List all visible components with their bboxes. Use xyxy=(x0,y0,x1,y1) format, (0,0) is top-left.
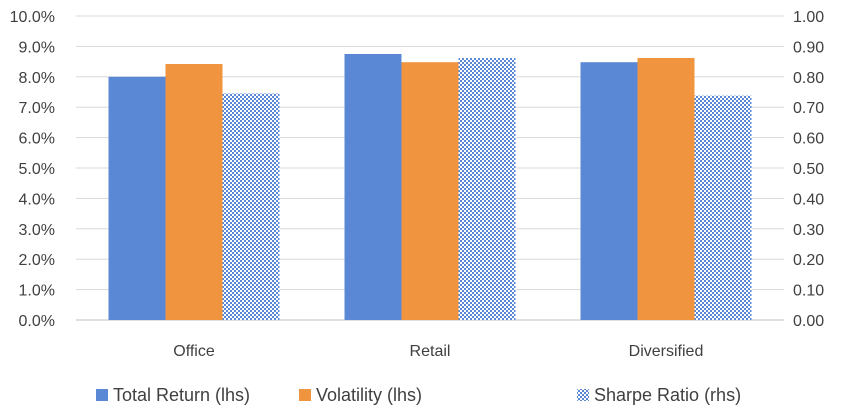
left-tick-label: 4.0% xyxy=(19,191,55,208)
right-tick-label: 0.20 xyxy=(793,252,824,269)
category-label: Diversified xyxy=(629,343,704,360)
bar-sharpe-office xyxy=(222,93,280,321)
right-tick-label: 0.50 xyxy=(793,161,824,178)
right-tick-label: 0.00 xyxy=(793,313,824,330)
left-tick-label: 3.0% xyxy=(19,222,55,239)
right-tick-label: 0.60 xyxy=(793,131,824,148)
bar-sharpe-retail xyxy=(458,57,516,321)
bar-total-retail xyxy=(344,54,402,320)
left-tick-label: 8.0% xyxy=(19,70,55,87)
legend-swatch xyxy=(577,389,589,401)
left-tick-label: 5.0% xyxy=(19,161,55,178)
right-tick-label: 1.00 xyxy=(793,9,824,26)
legend-label: Sharpe Ratio (rhs) xyxy=(594,385,741,405)
legend-swatch xyxy=(299,389,311,401)
bar-total-office xyxy=(108,76,166,320)
bar-volatility-diversified xyxy=(637,57,695,321)
right-axis-ticks: 0.00 0.10 0.20 0.30 0.40 0.50 0.60 0.70 0.80 0.90… xyxy=(793,9,824,330)
category-label: Office xyxy=(173,343,215,360)
legend-swatch xyxy=(96,389,108,401)
left-tick-label: 6.0% xyxy=(19,131,55,148)
bar-volatility-office xyxy=(165,64,223,320)
left-tick-label: 9.0% xyxy=(19,39,55,56)
bar-sharpe-diversified xyxy=(694,95,752,320)
right-tick-label: 0.90 xyxy=(793,39,824,56)
category-axis-labels: Office Retail Diversified xyxy=(173,343,703,360)
left-tick-label: 0.0% xyxy=(19,313,55,330)
category-label: Retail xyxy=(410,343,451,360)
bars xyxy=(108,54,752,321)
right-tick-label: 0.30 xyxy=(793,222,824,239)
bar-volatility-retail xyxy=(401,62,459,320)
left-tick-label: 1.0% xyxy=(19,283,55,300)
legend: Total Return (lhs) Volatility (lhs) Sharpe… xyxy=(96,385,741,405)
left-tick-label: 2.0% xyxy=(19,252,55,269)
legend-label: Volatility (lhs) xyxy=(316,385,422,405)
legend-label: Total Return (lhs) xyxy=(113,385,250,405)
bar-total-diversified xyxy=(580,62,638,320)
right-tick-label: 0.70 xyxy=(793,100,824,117)
right-tick-label: 0.10 xyxy=(793,283,824,300)
left-tick-label: 7.0% xyxy=(19,100,55,117)
right-tick-label: 0.80 xyxy=(793,70,824,87)
left-axis-ticks: 0.0% 1.0% 2.0% 3.0% 4.0% 5.0% 6.0% 7.0% 8.0% 9.0%… xyxy=(10,9,55,330)
right-tick-label: 0.40 xyxy=(793,191,824,208)
left-tick-label: 10.0% xyxy=(10,9,55,26)
